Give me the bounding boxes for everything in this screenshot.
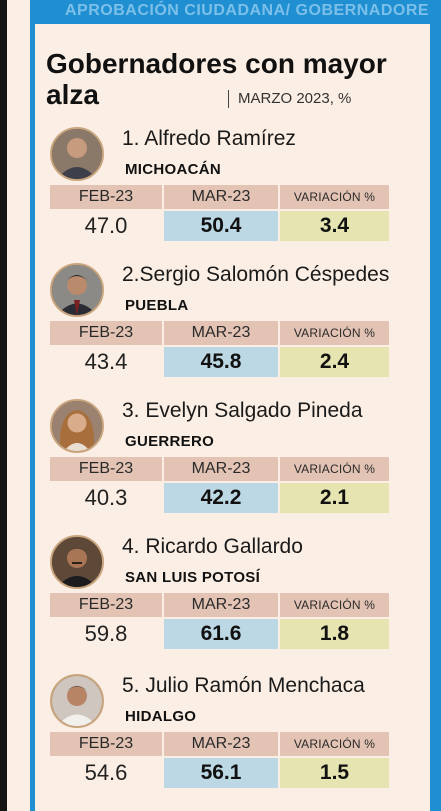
governor-state: HIDALGO [125,708,197,725]
feb-value: 43.4 [84,349,128,374]
feb-header: FEB-23 [50,593,162,617]
mar-value: 56.1 [164,758,278,788]
governor-entry: 1. Alfredo Ramírez MICHOACÁN FEB-23 MAR-… [0,127,441,255]
governor-entry: 5. Julio Ramón Menchaca HIDALGO FEB-23 M… [0,674,441,802]
governor-photo [50,674,104,728]
feb-header: FEB-23 [50,321,162,345]
variation-value: 3.4 [280,211,389,241]
governor-photo [50,399,104,453]
feb-value: 59.8 [84,621,128,646]
variation-header: VARIACIÓN % [280,457,389,481]
governor-photo [50,127,104,181]
mar-header: MAR-23 [164,457,278,481]
governor-name: 4. Ricardo Gallardo [122,535,303,558]
left-accent-rule [30,0,35,811]
variation-value: 2.4 [280,347,389,377]
governor-name: 3. Evelyn Salgado Pineda [122,399,363,422]
feb-header: FEB-23 [50,457,162,481]
feb-header: FEB-23 [50,732,162,756]
governor-entry: 2.Sergio Salomón Céspedes PUEBLA FEB-23 … [0,263,441,391]
variation-header: VARIACIÓN % [280,185,389,209]
top-banner: APROBACIÓN CIUDADANA/ GOBERNADORES [35,0,430,24]
mar-header: MAR-23 [164,321,278,345]
governor-entry: 3. Evelyn Salgado Pineda GUERRERO FEB-23… [0,399,441,527]
mar-header: MAR-23 [164,593,278,617]
mar-value: 61.6 [164,619,278,649]
mar-header: MAR-23 [164,185,278,209]
feb-value: 40.3 [84,485,128,510]
banner-text: APROBACIÓN CIUDADANA/ GOBERNADORES [65,2,430,19]
mar-value: 42.2 [164,483,278,513]
governor-entry: 4. Ricardo Gallardo SAN LUIS POTOSÍ FEB-… [0,535,441,663]
governor-state: GUERRERO [125,433,215,450]
variation-value: 2.1 [280,483,389,513]
variation-header: VARIACIÓN % [280,593,389,617]
page-subtitle: MARZO 2023, % [228,90,351,108]
feb-header: FEB-23 [50,185,162,209]
variation-header: VARIACIÓN % [280,321,389,345]
variation-value: 1.8 [280,619,389,649]
governor-name: 5. Julio Ramón Menchaca [122,674,365,697]
governor-photo [50,535,104,589]
mar-value: 50.4 [164,211,278,241]
governor-name: 1. Alfredo Ramírez [122,127,296,150]
governor-state: MICHOACÁN [125,161,222,178]
governor-state: SAN LUIS POTOSÍ [125,569,261,586]
feb-value: 47.0 [84,213,128,238]
mar-value: 45.8 [164,347,278,377]
variation-value: 1.5 [280,758,389,788]
mar-header: MAR-23 [164,732,278,756]
governor-photo [50,263,104,317]
right-accent-rule [430,0,441,811]
page-title: Gobernadores con mayor alza [46,48,387,110]
governor-state: PUEBLA [125,297,189,314]
governor-name: 2.Sergio Salomón Céspedes [122,263,390,286]
variation-header: VARIACIÓN % [280,732,389,756]
feb-value: 54.6 [84,760,128,785]
